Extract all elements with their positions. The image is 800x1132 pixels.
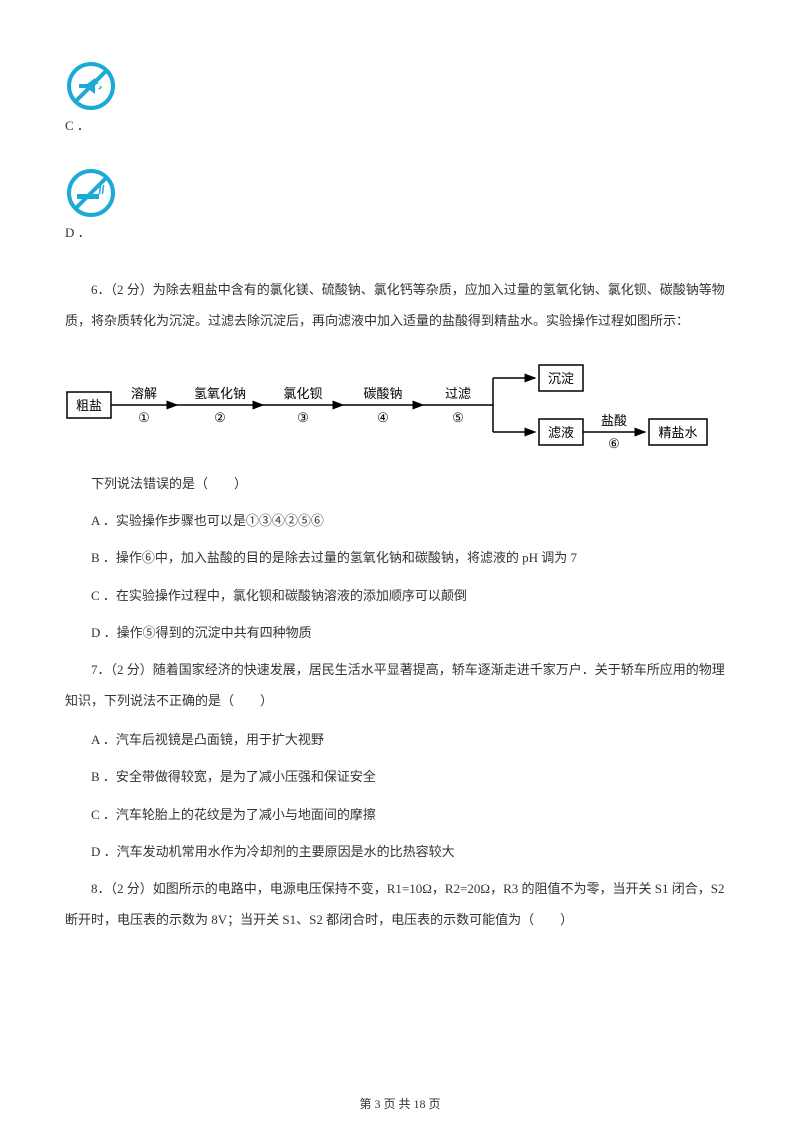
step2-bot: ②: [214, 410, 226, 425]
step3-top: 氯化钡: [283, 386, 322, 401]
q6-option-d: D ．操作⑤得到的沉淀中共有四种物质: [65, 617, 735, 648]
step1-top: 溶解: [131, 386, 157, 401]
step5-top: 过滤: [445, 386, 471, 401]
option-d-label: D ．: [65, 223, 91, 250]
q7-option-c: C ．汽车轮胎上的花纹是为了减小与地面间的摩擦: [65, 799, 735, 830]
step6-bot: ⑥: [608, 436, 620, 450]
option-c-label: C ．: [65, 116, 90, 143]
q7-option-d: D ．汽车发动机常用水作为冷却剂的主要原因是水的比热容较大: [65, 836, 735, 867]
q7-prompt: 7．（2 分）随着国家经济的快速发展，居民生活水平显著提高，轿车逐渐走进千家万户…: [65, 654, 735, 716]
q7-option-b: B ．安全带做得较宽，是为了减小压强和保证安全: [65, 761, 735, 792]
option-c-row: [65, 60, 735, 112]
step4-bot: ④: [377, 410, 389, 425]
q6-diagram: .bx { fill:#fff; stroke:#000; stroke-wid…: [65, 360, 735, 450]
q8-prompt: 8．（2 分）如图所示的电路中，电源电压保持不变，R1=10Ω，R2=20Ω，R…: [65, 873, 735, 935]
step2-top: 氢氧化钠: [194, 386, 246, 401]
q6-option-b: B ．操作⑥中，加入盐酸的目的是除去过量的氢氧化钠和碳酸钠，将滤液的 pH 调为…: [65, 542, 735, 573]
box-bottom: 滤液: [548, 425, 574, 440]
option-d-row: [65, 167, 735, 219]
q6-sub-prompt: 下列说法错误的是（ ）: [65, 468, 735, 499]
no-smoking-icon: [65, 167, 117, 219]
box-start: 粗盐: [76, 398, 102, 413]
q6-option-a: A ．实验操作步骤也可以是①③④②⑤⑥: [65, 505, 735, 536]
q7-option-a: A ．汽车后视镜是凸面镜，用于扩大视野: [65, 724, 735, 755]
box-end: 精盐水: [658, 425, 697, 440]
page-footer: 第 3 页 共 18 页: [0, 1095, 800, 1114]
step5-bot: ⑤: [452, 410, 464, 425]
no-horn-icon: [65, 60, 117, 112]
step3-bot: ③: [297, 410, 309, 425]
step4-top: 碳酸钠: [363, 386, 402, 401]
box-top: 沉淀: [548, 371, 574, 386]
option-c-label-row: C ．: [65, 116, 735, 143]
q6-option-c: C ．在实验操作过程中，氯化钡和碳酸钠溶液的添加顺序可以颠倒: [65, 580, 735, 611]
option-d-label-row: D ．: [65, 223, 735, 250]
q6-prompt: 6．（2 分）为除去粗盐中含有的氯化镁、硫酸钠、氯化钙等杂质，应加入过量的氢氧化…: [65, 274, 735, 336]
step1-bot: ①: [138, 410, 150, 425]
step6-top: 盐酸: [601, 413, 627, 428]
